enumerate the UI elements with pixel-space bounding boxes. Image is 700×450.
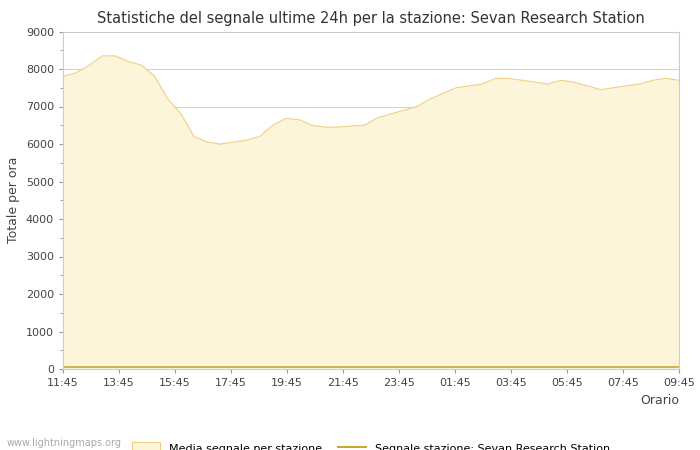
- Legend: Media segnale per stazione, Segnale stazione: Sevan Research Station: Media segnale per stazione, Segnale staz…: [127, 437, 615, 450]
- Text: www.lightningmaps.org: www.lightningmaps.org: [7, 438, 122, 448]
- Title: Statistiche del segnale ultime 24h per la stazione: Sevan Research Station: Statistiche del segnale ultime 24h per l…: [97, 11, 645, 26]
- X-axis label: Orario: Orario: [640, 394, 679, 407]
- Y-axis label: Totale per ora: Totale per ora: [7, 157, 20, 243]
